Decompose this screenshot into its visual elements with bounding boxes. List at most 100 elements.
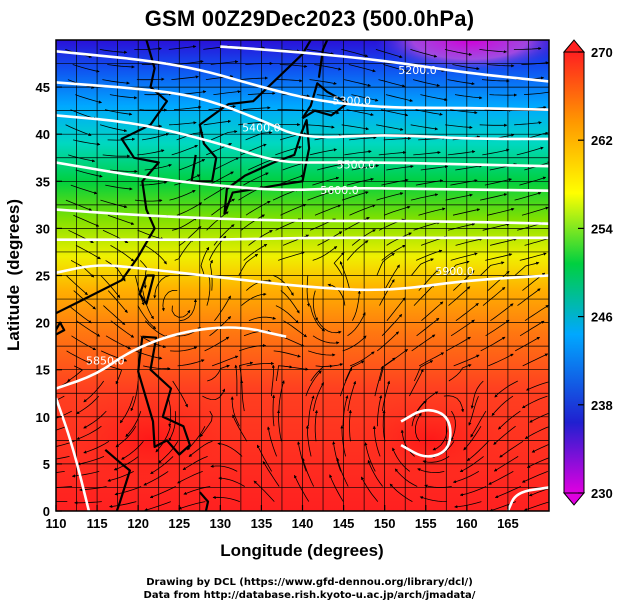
streamline [480,193,508,201]
streamline [262,461,280,487]
streamline [349,351,375,367]
streamline [526,381,549,391]
streamline [142,290,154,320]
streamline [386,164,414,171]
streamline [513,46,542,51]
streamline [374,365,384,397]
colorbar-top-arrow [562,39,586,53]
streamline [521,395,548,409]
y-tick-label: 35 [36,174,50,189]
streamline [115,425,137,448]
streamline [109,94,138,100]
cold-core-patch [375,40,549,72]
streamline [308,395,315,427]
streamline [333,252,345,276]
streamline [238,120,266,126]
streamline [484,108,513,112]
streamline [275,305,299,324]
streamline [211,198,235,216]
y-tick-label: 45 [36,80,50,95]
streamline [102,79,130,85]
streamline [306,49,335,56]
streamline [447,222,476,231]
streamline [248,158,275,171]
streamline [376,252,395,276]
x-tick-label: 135 [251,516,273,531]
streamline [77,456,105,466]
streamline [294,474,310,502]
streamline [419,352,445,367]
streamline [351,94,379,102]
streamline [267,426,277,457]
streamline [136,77,165,81]
x-tick-label: 115 [87,516,108,531]
streamline [208,171,234,186]
streamline [412,79,441,87]
streamline [392,447,411,472]
streamline [278,251,305,261]
streamline [524,426,549,439]
streamline [381,314,403,337]
streamline [176,60,204,65]
x-tick-label: 125 [168,516,190,531]
streamline [139,260,148,289]
streamline [314,204,342,216]
streamline [482,148,510,156]
streamline [144,163,172,171]
streamline [67,365,84,382]
streamline [234,364,238,397]
streamline [188,440,213,458]
streamline [347,312,366,337]
streamline [421,301,444,322]
streamline [271,364,275,397]
contour-label: 5500.0 [337,158,376,171]
streamline [336,457,349,487]
streamline [351,164,380,171]
streamline [145,320,169,338]
streamline [110,169,138,174]
streamline [73,139,101,146]
streamline [214,295,231,321]
streamline [174,174,201,186]
coastline [301,82,349,120]
streamline [278,380,285,412]
streamline [143,471,169,486]
streamline [276,409,282,442]
streamline [382,380,391,412]
streamline [384,349,409,367]
streamline [105,335,132,350]
streamline [352,290,361,321]
streamline [413,150,441,156]
streamline [485,253,513,261]
streamline [514,191,542,201]
streamline [248,316,277,322]
streamline [105,260,126,282]
streamline [379,279,395,306]
streamline [253,480,275,502]
streamline [344,150,372,156]
y-tick-label: 5 [43,457,50,472]
streamline [313,382,324,412]
streamline [459,456,484,473]
y-tick-label: 40 [36,127,50,142]
streamline [206,211,229,231]
streamline [514,261,540,276]
streamline [240,76,269,80]
streamline [312,246,338,261]
streamline [385,94,414,102]
streamline [168,45,197,50]
streamline [171,144,198,156]
colorbar: 230 238 246 254 262 270 [562,39,613,506]
streamline [382,409,386,442]
contour-label: 5300.0 [333,94,372,107]
streamline [420,165,449,171]
streamline [314,64,342,71]
chart-title: GSM 00Z29Dec2023 (500.0hPa) [144,6,475,31]
grid-lines [56,40,549,511]
streamline [343,79,372,87]
streamline [486,64,515,68]
streamline [68,154,96,163]
streamline [245,131,273,141]
streamline [134,47,162,51]
streamline [144,501,171,511]
